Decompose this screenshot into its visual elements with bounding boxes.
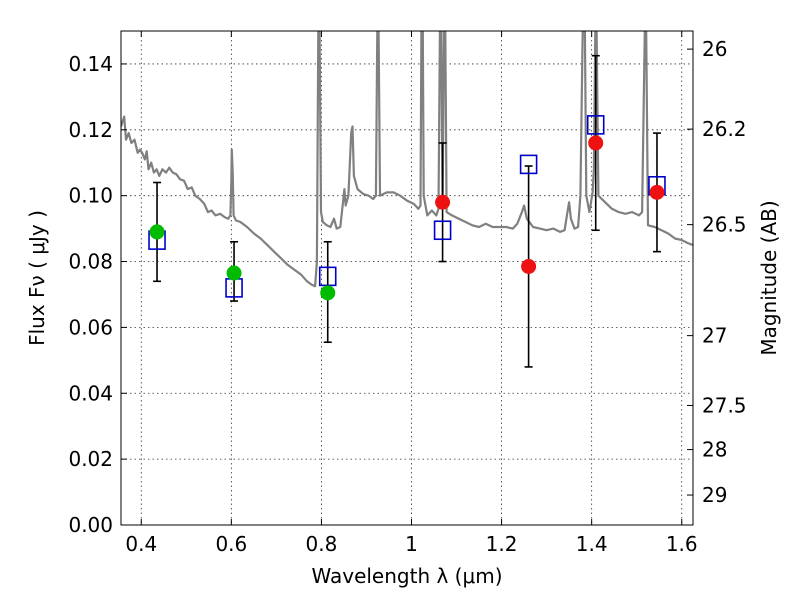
model-square xyxy=(586,115,605,135)
y2-tick-label: 27 xyxy=(702,324,727,348)
green-data-point xyxy=(320,285,336,301)
y2-tick-label: 26 xyxy=(702,37,727,61)
green-data-point xyxy=(149,224,165,240)
x-tick-label: 0.8 xyxy=(306,532,338,556)
red-data-point xyxy=(435,194,451,210)
red-data-point xyxy=(588,135,604,151)
ticks: 0.4 0.6 0.8 1 1.2 1.4 1.6 0.00 0.02 0.04 0.06 0.08 0… xyxy=(68,31,747,556)
y-tick-label: 0.14 xyxy=(68,52,113,76)
x-tick-label: 1.2 xyxy=(486,532,518,556)
y-tick-label: 0.06 xyxy=(68,315,113,339)
y-tick-label: 0.08 xyxy=(68,250,113,274)
spectrum-line xyxy=(121,31,693,288)
y2-axis-label: Magnitude (AB) xyxy=(757,200,781,355)
data-layer xyxy=(121,31,693,368)
green-data-point xyxy=(226,265,242,281)
y-axis-label: Flux Fν ( μJy ) xyxy=(25,210,49,346)
model-square xyxy=(433,220,452,241)
model-square xyxy=(519,154,538,175)
y-tick-label: 0.12 xyxy=(68,118,113,142)
x-axis-label: Wavelength λ (μm) xyxy=(311,564,502,588)
y2-tick-label: 28 xyxy=(702,438,727,462)
y-tick-label: 0.02 xyxy=(68,447,113,471)
x-tick-label: 1 xyxy=(405,532,418,556)
x-tick-label: 0.4 xyxy=(125,532,157,556)
y2-tick-label: 26.5 xyxy=(702,213,747,237)
plot-frame xyxy=(120,30,694,526)
red-data-point xyxy=(649,184,665,200)
y-tick-label: 0.10 xyxy=(68,184,113,208)
y-tick-label: 0.04 xyxy=(68,381,113,405)
red-data-point xyxy=(521,258,537,274)
x-tick-label: 1.6 xyxy=(666,532,698,556)
grid xyxy=(121,31,693,526)
x-tick-label: 1.4 xyxy=(576,532,608,556)
y2-tick-label: 27.5 xyxy=(702,393,747,417)
x-tick-label: 0.6 xyxy=(215,532,247,556)
y2-tick-label: 26.2 xyxy=(702,117,747,141)
y2-tick-label: 29 xyxy=(702,483,727,507)
y-tick-label: 0.00 xyxy=(68,513,113,537)
